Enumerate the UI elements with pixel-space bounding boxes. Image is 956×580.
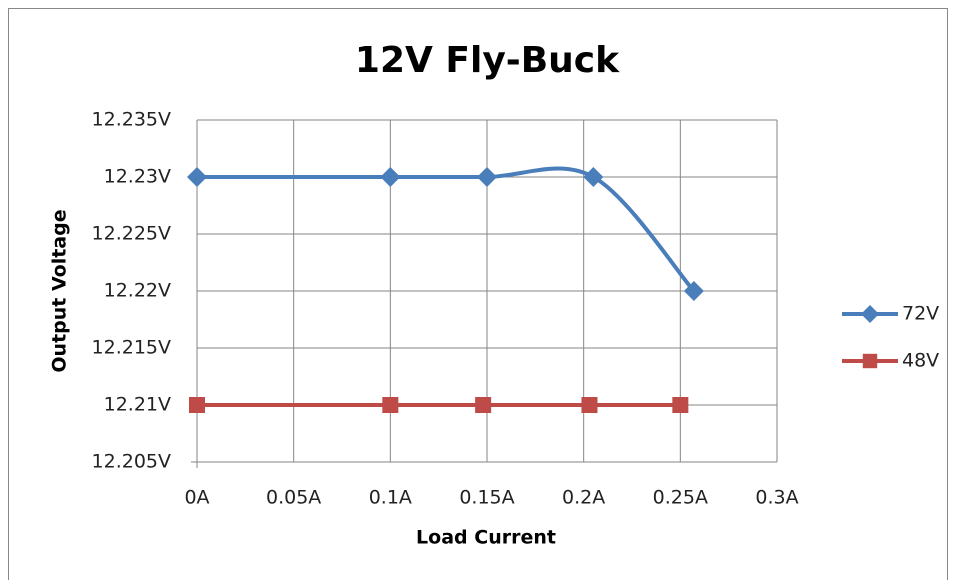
- legend-marker: [862, 353, 878, 369]
- y-tick-label: 12.22V: [104, 280, 171, 302]
- y-tick-label: 12.215V: [92, 337, 171, 359]
- y-axis-label: Output Voltage: [49, 209, 71, 372]
- marker: [672, 397, 689, 413]
- marker: [583, 167, 604, 187]
- marker: [380, 167, 401, 187]
- x-tick-label: 0.25A: [653, 487, 708, 509]
- chart-border: [8, 8, 948, 580]
- marker: [683, 281, 704, 301]
- y-tick-label: 12.235V: [92, 109, 171, 131]
- marker: [189, 397, 205, 413]
- marker: [477, 167, 497, 187]
- y-tick-label: 12.23V: [104, 166, 171, 188]
- x-tick-label: 0.2A: [562, 487, 605, 509]
- x-tick-label: 0.05A: [266, 487, 321, 509]
- y-tick-label: 12.21V: [104, 394, 171, 416]
- legend-label: 72V: [902, 303, 939, 325]
- y-tick-label: 12.225V: [92, 223, 171, 245]
- y-tick-label: 12.205V: [92, 451, 171, 473]
- x-tick-label: 0.1A: [369, 487, 412, 509]
- marker: [475, 397, 492, 413]
- legend-label: 48V: [902, 350, 939, 372]
- x-axis-label: Load Current: [416, 527, 556, 549]
- x-tick-label: 0.3A: [755, 487, 798, 509]
- chart-title: 12V Fly-Buck: [355, 40, 620, 81]
- marker: [187, 167, 207, 187]
- marker: [382, 397, 399, 413]
- legend-marker: [861, 305, 879, 323]
- marker: [581, 397, 598, 413]
- x-tick-label: 0A: [184, 487, 209, 509]
- x-tick-label: 0.15A: [459, 487, 514, 509]
